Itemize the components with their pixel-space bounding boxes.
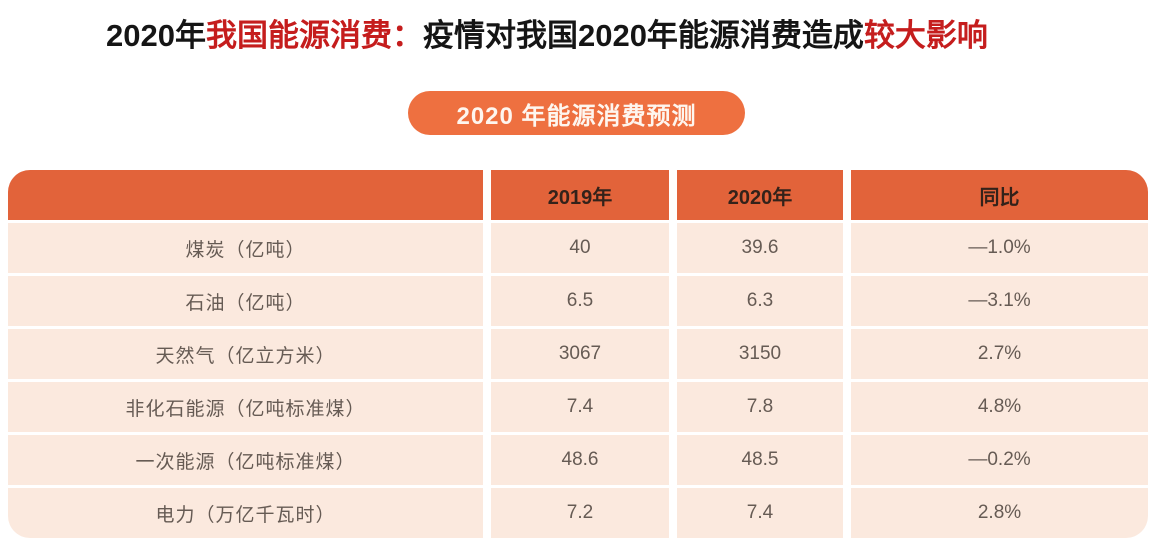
- title-segment-year: 2020年: [106, 18, 206, 53]
- row-coal-2020: 39.6: [677, 223, 843, 273]
- row-electricity-label: 电力（万亿千瓦时）: [8, 488, 483, 538]
- row-oil-2020: 6.3: [677, 276, 843, 326]
- row-electricity-2020: 7.4: [677, 488, 843, 538]
- row-nonfossil-2019: 7.4: [491, 382, 669, 432]
- page-title: 2020年我国能源消费：疫情对我国2020年能源消费造成较大影响: [106, 16, 988, 56]
- row-primary-2020: 48.5: [677, 435, 843, 485]
- row-electricity-2019: 7.2: [491, 488, 669, 538]
- row-coal-2019: 40: [491, 223, 669, 273]
- row-nonfossil-label: 非化石能源（亿吨标准煤）: [8, 382, 483, 432]
- row-gas-yoy: 2.7%: [851, 329, 1148, 379]
- title-segment-impact: 较大影响: [863, 18, 988, 53]
- row-gas-2019: 3067: [491, 329, 669, 379]
- row-oil-2019: 6.5: [491, 276, 669, 326]
- forecast-badge-label: 2020 年能源消费预测: [456, 102, 697, 130]
- row-gas-label: 天然气（亿立方米）: [8, 329, 483, 379]
- header-cell-2020: 2020年: [677, 170, 843, 220]
- forecast-badge: 2020 年能源消费预测: [408, 91, 745, 135]
- row-nonfossil-yoy: 4.8%: [851, 382, 1148, 432]
- title-segment-body: 疫情对我国2020年能源消费造成: [422, 18, 864, 53]
- row-coal-label: 煤炭（亿吨）: [8, 223, 483, 273]
- energy-consumption-table: 2019年 2020年 同比 煤炭（亿吨） 40 39.6 —1.0% 石油（亿…: [8, 170, 1148, 538]
- row-nonfossil-2020: 7.8: [677, 382, 843, 432]
- row-electricity-yoy: 2.8%: [851, 488, 1148, 538]
- row-coal-yoy: —1.0%: [851, 223, 1148, 273]
- title-segment-topic: 我国能源消费：: [205, 18, 423, 53]
- row-oil-yoy: —3.1%: [851, 276, 1148, 326]
- row-primary-2019: 48.6: [491, 435, 669, 485]
- row-primary-label: 一次能源（亿吨标准煤）: [8, 435, 483, 485]
- header-cell-2019: 2019年: [491, 170, 669, 220]
- header-cell-indicator: [8, 170, 483, 220]
- row-oil-label: 石油（亿吨）: [8, 276, 483, 326]
- row-gas-2020: 3150: [677, 329, 843, 379]
- header-cell-yoy: 同比: [851, 170, 1148, 220]
- row-primary-yoy: —0.2%: [851, 435, 1148, 485]
